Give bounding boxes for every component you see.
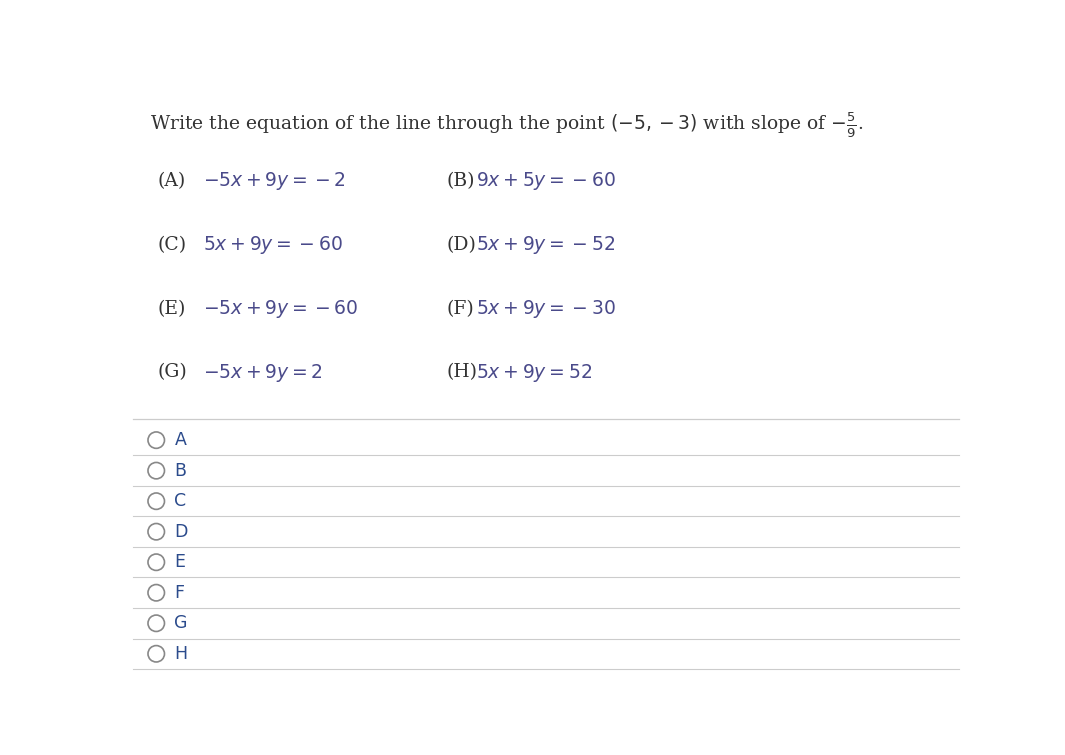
Text: (H): (H) [447,364,478,381]
Text: $-5x + 9y = 2$: $-5x + 9y = 2$ [203,362,323,384]
Text: $5x + 9y = -30$: $5x + 9y = -30$ [476,297,616,319]
Text: (B): (B) [447,171,475,190]
Text: E: E [175,553,185,572]
Text: (F): (F) [447,300,475,318]
Text: $5x + 9y = 52$: $5x + 9y = 52$ [476,362,592,384]
Text: C: C [175,492,186,510]
Text: $5x + 9y = -52$: $5x + 9y = -52$ [476,233,615,256]
Text: G: G [175,615,187,632]
Text: (A): (A) [158,171,186,190]
Text: (E): (E) [158,300,186,318]
Text: H: H [175,645,187,663]
Text: $9x + 5y = -60$: $9x + 5y = -60$ [476,170,616,192]
Text: $-5x + 9y = -60$: $-5x + 9y = -60$ [203,297,359,319]
Text: F: F [175,584,184,602]
Text: (C): (C) [158,236,187,254]
Text: Write the equation of the line through the point $(-5, -3)$ with slope of $-\fra: Write the equation of the line through t… [149,111,863,140]
Text: (D): (D) [447,236,477,254]
Text: A: A [175,431,186,449]
Text: $5x + 9y = -60$: $5x + 9y = -60$ [203,233,343,256]
Text: D: D [175,522,187,541]
Text: (G): (G) [158,364,187,381]
Text: $-5x + 9y = -2$: $-5x + 9y = -2$ [203,170,346,192]
Text: B: B [175,461,186,479]
